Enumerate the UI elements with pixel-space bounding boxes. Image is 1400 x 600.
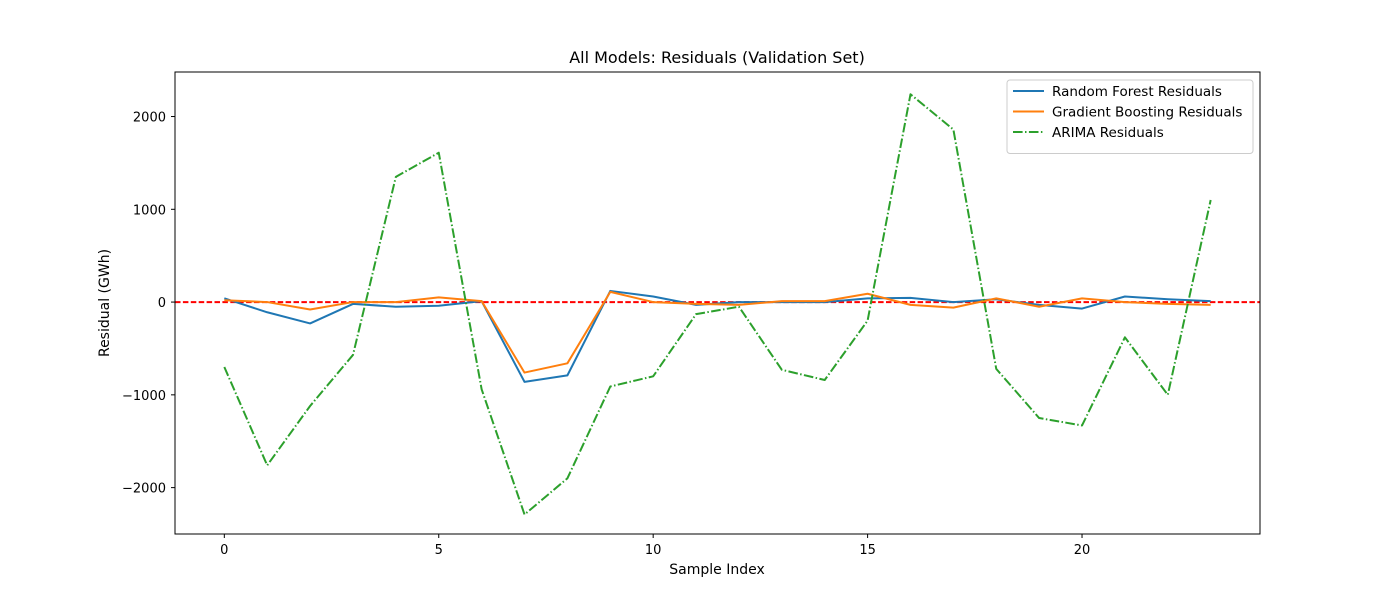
- series-line-2: [224, 290, 1211, 374]
- y-tick-label: 2000: [133, 111, 166, 126]
- plot-area: 0 5 10 15 20 −2000 −1000 0 1000 2000: [122, 71, 1261, 558]
- series-line-3: [223, 93, 1212, 516]
- y-tick-label: 0: [158, 296, 166, 311]
- x-tick-label: 10: [645, 543, 662, 558]
- legend: Random Forest Residuals Gradient Boosting…: [1006, 79, 1254, 154]
- chart-title: All Models: Residuals (Validation Set): [569, 48, 865, 67]
- y-tick-label: −2000: [122, 482, 166, 497]
- legend-label-2: Gradient Boosting Residuals: [1052, 105, 1242, 121]
- x-tick-label: 15: [859, 543, 876, 558]
- x-tick-label: 0: [220, 543, 228, 558]
- y-tick-label: −1000: [122, 389, 166, 404]
- legend-label-3: ARIMA Residuals: [1052, 125, 1164, 141]
- y-tick-label: 1000: [133, 203, 166, 218]
- x-tick-label: 20: [1074, 543, 1091, 558]
- legend-box: [1006, 79, 1254, 154]
- legend-label-1: Random Forest Residuals: [1052, 84, 1222, 100]
- x-tick-label: 5: [435, 543, 443, 558]
- x-axis-label: Sample Index: [669, 562, 764, 578]
- plot-frame: [174, 71, 1261, 535]
- y-axis-label: Residual (GWh): [97, 249, 113, 357]
